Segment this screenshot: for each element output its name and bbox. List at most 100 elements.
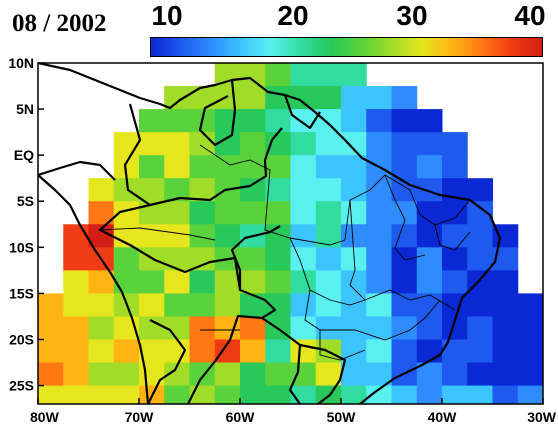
field-cell [189, 385, 216, 404]
border [261, 317, 302, 404]
field-cell [290, 316, 317, 340]
field-cell [63, 385, 89, 404]
field-cell [290, 109, 317, 133]
lat-label: 5N [16, 101, 34, 117]
field-cell [38, 385, 64, 404]
field-cell [366, 86, 392, 110]
field-cell [88, 201, 115, 225]
field-cell [416, 362, 443, 387]
field-cell [113, 201, 140, 225]
field-cell [467, 339, 493, 364]
field-cell [189, 178, 216, 202]
map-frame [37, 62, 544, 405]
field-cell [391, 385, 418, 404]
field-cell [492, 247, 519, 271]
field-cell [189, 270, 216, 294]
field-cell [492, 385, 519, 404]
field-cell [416, 132, 443, 156]
field-cell [341, 86, 367, 110]
state-border [384, 174, 426, 261]
field-cell [517, 316, 543, 340]
field-cell [290, 201, 317, 225]
field-cell [139, 109, 165, 133]
field-cell [63, 270, 89, 294]
lon-label: 80W [30, 409, 60, 425]
field-cell [416, 201, 443, 225]
field-cell [265, 339, 291, 364]
field-cell [164, 316, 190, 340]
field-cell [467, 362, 493, 387]
field-cell [113, 385, 140, 404]
field-cell [139, 224, 165, 248]
field-cell [290, 86, 317, 110]
field-cell [467, 247, 493, 271]
lon-label: 50W [327, 409, 357, 425]
field-cell [240, 109, 266, 133]
field-cell [442, 385, 468, 404]
field-cell [366, 247, 392, 271]
field-cell [341, 270, 367, 294]
field-cell [442, 339, 468, 364]
field-cell [189, 86, 216, 110]
lat-label: 15S [9, 285, 34, 301]
field-cell [265, 63, 291, 87]
field-cell [290, 224, 317, 248]
field-cell [391, 224, 418, 248]
field-cell [214, 316, 241, 340]
state-border [304, 289, 441, 341]
state-border [99, 227, 216, 241]
field-cell [467, 270, 493, 294]
field-cell [189, 224, 216, 248]
field-cell [391, 109, 418, 133]
field-cell [88, 362, 115, 387]
field-cell [366, 132, 392, 156]
field-cell [240, 201, 266, 225]
field-cell [492, 293, 519, 317]
border [198, 79, 237, 147]
field-cell [290, 270, 317, 294]
field-cell [290, 339, 317, 364]
field-cell [341, 385, 367, 404]
field-cell [366, 293, 392, 317]
field-cell [391, 86, 418, 110]
field-cell [265, 109, 291, 133]
field-cell [214, 132, 241, 156]
west-coast [38, 174, 150, 404]
field-cell [492, 362, 519, 387]
field-cell [315, 362, 342, 387]
field-cell [416, 293, 443, 317]
field-cell [214, 385, 241, 404]
field-cell [139, 155, 165, 179]
field-cell [164, 155, 190, 179]
field-cell [341, 109, 367, 133]
field-cell [315, 201, 342, 225]
field-cell [265, 385, 291, 404]
coastline [38, 63, 502, 404]
field-cell [416, 109, 443, 133]
field-cell [391, 293, 418, 317]
field-cell [442, 155, 468, 179]
field-cell [139, 316, 165, 340]
field-cell [113, 224, 140, 248]
field-cell [492, 316, 519, 340]
field-cell [240, 316, 266, 340]
field-cell [189, 293, 216, 317]
field-cell [139, 339, 165, 364]
field-cell [442, 224, 468, 248]
field-cell [265, 201, 291, 225]
field-cell [265, 155, 291, 179]
field-cell [265, 362, 291, 387]
lat-label: 10N [8, 55, 34, 71]
border [299, 343, 347, 404]
field-cell [139, 362, 165, 387]
colorbar-tick-10: 10 [151, 0, 183, 31]
field-cell [164, 86, 190, 110]
field-cell [315, 155, 342, 179]
field-cell [38, 339, 64, 364]
lat-label: EQ [14, 147, 34, 163]
field-cell [88, 224, 115, 248]
field-cell [442, 201, 468, 225]
field-cell [442, 247, 468, 271]
field-cell [416, 224, 443, 248]
field-cell [391, 201, 418, 225]
